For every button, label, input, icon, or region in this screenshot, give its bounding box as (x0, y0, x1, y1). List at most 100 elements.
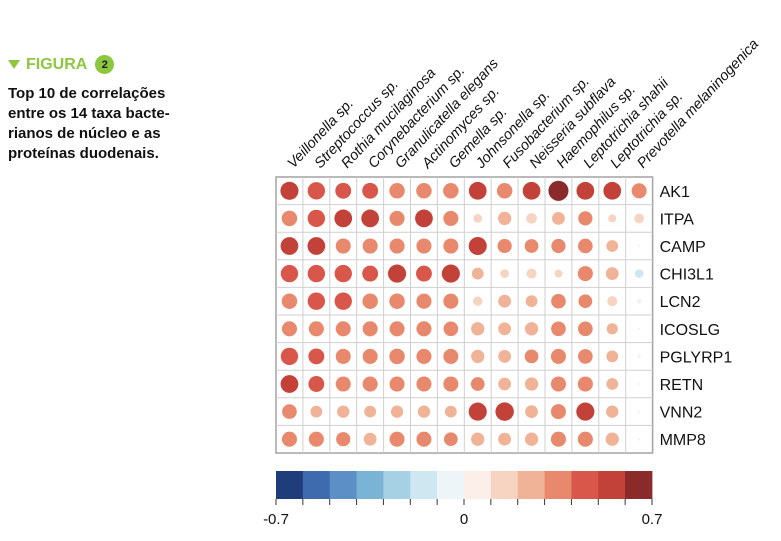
heatmap-cell (605, 432, 619, 446)
heatmap-cell (362, 348, 378, 364)
colorbar-label: 0.7 (642, 511, 663, 528)
heatmap-cell (389, 348, 405, 365)
heatmap-cell (500, 269, 509, 278)
colorbar-swatch (302, 471, 331, 499)
heatmap-cell (498, 322, 512, 336)
heatmap-cell (389, 321, 405, 337)
caption-line: entre os 14 taxa bacte- (8, 105, 170, 122)
heatmap-cell (578, 321, 593, 337)
heatmap-cell (552, 212, 565, 225)
heatmap-cell (335, 376, 351, 392)
heatmap-cell (362, 321, 378, 337)
heatmap-cell (498, 432, 512, 446)
heatmap-cell (576, 402, 595, 421)
heatmap-cell (606, 350, 619, 363)
heatmap-cell (576, 181, 595, 200)
row-label: ITPA (660, 211, 695, 228)
heatmap-cell (281, 210, 298, 227)
heatmap-cell (606, 405, 619, 418)
heatmap-cell (281, 293, 298, 309)
heatmap-cell (416, 321, 432, 337)
heatmap-cell (550, 404, 566, 420)
heatmap-cell (307, 264, 326, 283)
heatmap-cell (280, 264, 299, 283)
heatmap-cell (495, 402, 514, 421)
row-label: VNN2 (660, 405, 703, 422)
heatmap-cell (362, 376, 378, 392)
caption-line: Top 10 de correlações (8, 85, 166, 102)
colorbar-swatch (276, 471, 304, 499)
heatmap-cell (637, 327, 641, 331)
figure-heading: FIGURA 2 (8, 55, 115, 74)
heatmap-cell (526, 268, 537, 279)
heatmap-cell (416, 431, 432, 447)
row-label: MMP8 (660, 432, 706, 449)
heatmap-cell (280, 375, 299, 393)
colorbar-swatch (571, 471, 599, 499)
heatmap-cell (496, 183, 513, 199)
heatmap-cell (550, 348, 566, 364)
heatmap-cell (281, 431, 297, 447)
heatmap-cell (471, 322, 485, 336)
heatmap-cell (608, 214, 617, 223)
heatmap-cell (498, 211, 512, 226)
heatmap-cell (577, 266, 593, 282)
heatmap-cell (308, 321, 324, 337)
heatmap-cell (389, 238, 405, 254)
colorbar-swatch (329, 471, 357, 499)
colorbar-label: -0.7 (263, 511, 289, 528)
heatmap-cell (389, 431, 405, 447)
colorbar-swatch (410, 471, 438, 499)
heatmap-cell (443, 348, 459, 364)
heatmap-cell (550, 376, 566, 392)
heatmap-cell (578, 349, 593, 364)
heatmap-cell (308, 431, 324, 447)
heatmap-cell (416, 376, 432, 392)
heatmap-cell (307, 292, 326, 310)
heatmap-cell (607, 296, 618, 307)
heatmap-cell (362, 265, 379, 282)
heatmap-cell (389, 210, 405, 226)
heatmap-cell (551, 321, 566, 337)
heatmap-cell (389, 183, 405, 199)
heatmap-cell (443, 183, 459, 199)
heatmap-cell (335, 321, 351, 337)
colorbar-swatch (490, 471, 519, 499)
colorbar-swatch (356, 471, 384, 499)
caption-line: proteínas duodenais. (8, 145, 159, 162)
heatmap-cell (524, 239, 539, 253)
heatmap-cell (524, 432, 539, 446)
heatmap-cell (416, 238, 432, 254)
caption-line: rianos de núcleo e as (8, 125, 161, 142)
heatmap-cell (637, 244, 641, 248)
heatmap-cell (281, 321, 297, 337)
row-label: CHI3L1 (660, 267, 714, 284)
heatmap-cell (336, 432, 351, 447)
heatmap-cell (637, 437, 641, 441)
heatmap-cell (362, 182, 379, 199)
heatmap-cell (443, 432, 458, 447)
heatmap-cell (524, 349, 539, 364)
heatmap-cell (525, 295, 538, 308)
heatmap-cell (577, 376, 593, 392)
heatmap-cell (334, 264, 352, 283)
heatmap-cell (606, 240, 619, 252)
heatmap-cell (416, 265, 432, 282)
heatmap-cell (498, 377, 512, 391)
heatmap-cell (548, 180, 569, 201)
heatmap-cell (577, 431, 593, 447)
heatmap-cell (551, 293, 566, 309)
heatmap-cell (363, 432, 377, 446)
heatmap-cell (361, 209, 380, 228)
heatmap-cell (335, 348, 351, 364)
heatmap-cell (388, 264, 407, 283)
colorbar-swatch (383, 471, 411, 499)
heatmap-cell (550, 431, 566, 447)
heatmap-cell (471, 349, 485, 364)
heatmap-cell (280, 347, 299, 366)
heatmap-cell (554, 269, 563, 278)
colorbar-swatch (598, 471, 626, 499)
heatmap-cell (362, 238, 378, 254)
heatmap-cell (307, 237, 326, 255)
heatmap-cell (578, 294, 593, 309)
